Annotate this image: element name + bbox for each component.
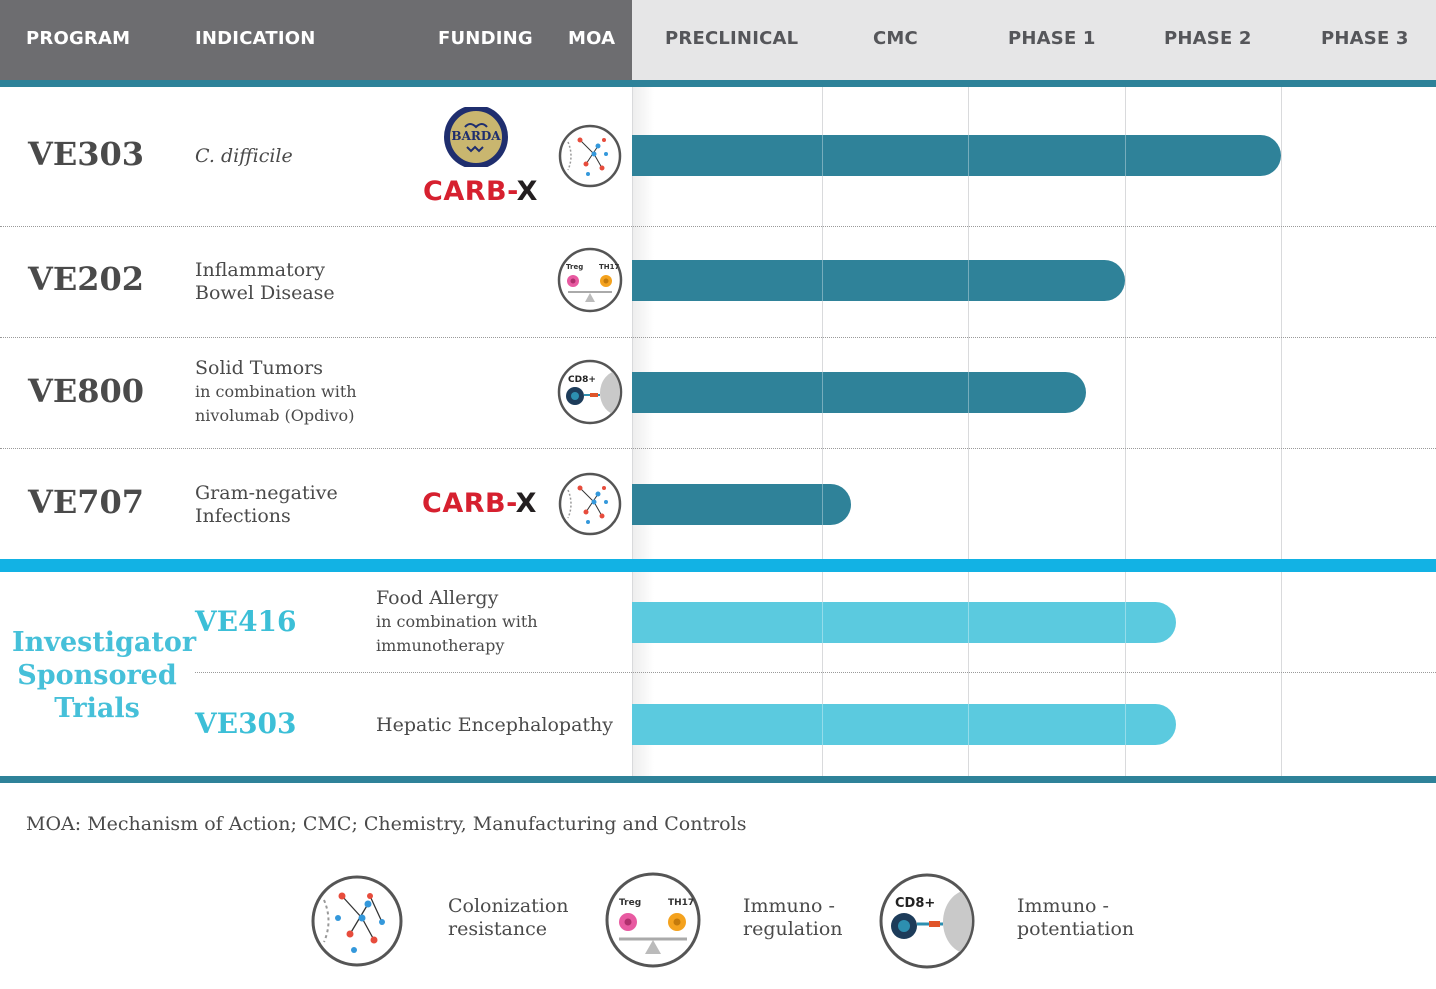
stage-gridline <box>968 87 969 776</box>
stage-gridline <box>822 87 823 776</box>
row-divider <box>195 672 1436 673</box>
header-moa: MOA <box>568 28 616 49</box>
program-name: VE202 <box>28 260 145 298</box>
legend-colonization-resistance-icon <box>310 874 404 972</box>
investigator-label-line: Sponsored <box>17 660 177 691</box>
header-left-panel <box>0 0 632 80</box>
colonization-resistance-icon <box>558 472 622 540</box>
bar-gridline-mark <box>822 602 823 643</box>
indication-line: Bowel Disease <box>195 282 335 304</box>
stage-label-phase-2: PHASE 2 <box>1164 28 1252 49</box>
indication-line: Gram-negative <box>195 482 338 504</box>
bar-gridline-mark <box>968 135 969 176</box>
program-name: VE416 <box>195 605 297 638</box>
stage-gridline <box>1125 87 1126 776</box>
treg-label: Treg <box>566 263 584 271</box>
immuno-potentiation-icon <box>556 359 624 429</box>
bar-gridline-mark <box>968 260 969 301</box>
stage-label-cmc: CMC <box>873 28 918 49</box>
indication-line: Solid Tumors <box>195 357 324 379</box>
bar-gridline-mark <box>822 135 823 176</box>
legend-label-line: potentiation <box>1017 918 1135 940</box>
row-divider <box>0 226 1436 227</box>
investigator-separator <box>0 559 1436 572</box>
carbx-logo-prefix: CARB- <box>423 176 517 207</box>
bar-gridline-mark <box>822 704 823 745</box>
pipeline-bar <box>632 602 1177 643</box>
cd8-label: CD8+ <box>895 896 936 911</box>
header-program: PROGRAM <box>26 28 131 49</box>
investigator-label-line: Investigator <box>12 627 197 658</box>
legend-immuno-potentiation-icon <box>877 872 977 974</box>
treg-label: Treg <box>619 898 642 908</box>
legend-label-line: Colonization <box>448 895 569 917</box>
carbx-logo-suffix: X <box>515 488 537 519</box>
table-bottom-line <box>0 776 1436 783</box>
indication-line: immunotherapy <box>376 636 505 655</box>
indication-line: Inflammatory <box>195 259 325 281</box>
stage-label-preclinical: PRECLINICAL <box>665 28 799 49</box>
header-indication: INDICATION <box>195 28 316 49</box>
pipeline-bar <box>632 704 1177 745</box>
bar-gridline-mark <box>968 372 969 413</box>
investigator-sponsored-label: Investigator Sponsored Trials <box>12 626 197 725</box>
bar-gridline-mark <box>822 372 823 413</box>
bar-gridline-mark <box>968 602 969 643</box>
program-name: VE800 <box>28 372 145 410</box>
header-underline <box>0 80 1436 87</box>
row-divider <box>0 337 1436 338</box>
colonization-resistance-icon <box>558 124 622 192</box>
barda-logo <box>442 105 510 171</box>
stage-gridline <box>1281 87 1282 776</box>
bar-gridline-mark <box>968 704 969 745</box>
th17-label: TH17 <box>668 898 695 908</box>
barda-logo-text: BARDA <box>451 129 501 143</box>
legend-immuno-regulation-icon <box>603 872 703 972</box>
immuno-regulation-icon <box>556 247 624 317</box>
stage-label-phase-3: PHASE 3 <box>1321 28 1409 49</box>
legend-label-line: resistance <box>448 918 547 940</box>
row-divider <box>0 448 1436 449</box>
indication-line: C. difficile <box>195 145 293 167</box>
bar-gridline-mark <box>1125 135 1126 176</box>
legend-label-line: Immuno - <box>743 895 835 917</box>
legend-label-line: Immuno - <box>1017 895 1109 917</box>
indication-line: Food Allergy <box>376 587 499 609</box>
pipeline-bar <box>632 372 1086 413</box>
pipeline-bar <box>632 260 1125 301</box>
pipeline-bar <box>632 135 1281 176</box>
investigator-label-line: Trials <box>54 693 140 724</box>
bar-gridline-mark <box>1125 704 1126 745</box>
pipeline-bar <box>632 484 852 525</box>
indication-line: nivolumab (Opdivo) <box>195 406 355 425</box>
indication-line: in combination with <box>195 382 357 401</box>
bar-gridline-mark <box>822 260 823 301</box>
header-stage-panel <box>632 0 1436 80</box>
program-name: VE707 <box>28 483 145 521</box>
bar-gridline-mark <box>822 484 823 525</box>
indication-line: Hepatic Encephalopathy <box>376 714 614 736</box>
carbx-logo-suffix: X <box>516 176 538 207</box>
bar-gridline-mark <box>1125 602 1126 643</box>
program-name: VE303 <box>28 135 145 173</box>
cd8-label: CD8+ <box>568 375 596 385</box>
stage-gridline <box>632 87 633 776</box>
legend-label-line: regulation <box>743 918 843 940</box>
indication-line: in combination with <box>376 612 538 631</box>
header-funding: FUNDING <box>438 28 533 49</box>
footnote: MOA: Mechanism of Action; CMC; Chemistry… <box>26 813 747 835</box>
carbx-logo-prefix: CARB- <box>422 488 516 519</box>
carbx-logo: CARB-X <box>422 488 537 519</box>
th17-label: TH17 <box>599 263 620 271</box>
program-name: VE303 <box>195 707 297 740</box>
indication-line: Infections <box>195 505 291 527</box>
carbx-logo: CARB-X <box>423 176 538 207</box>
stage-label-phase-1: PHASE 1 <box>1008 28 1096 49</box>
